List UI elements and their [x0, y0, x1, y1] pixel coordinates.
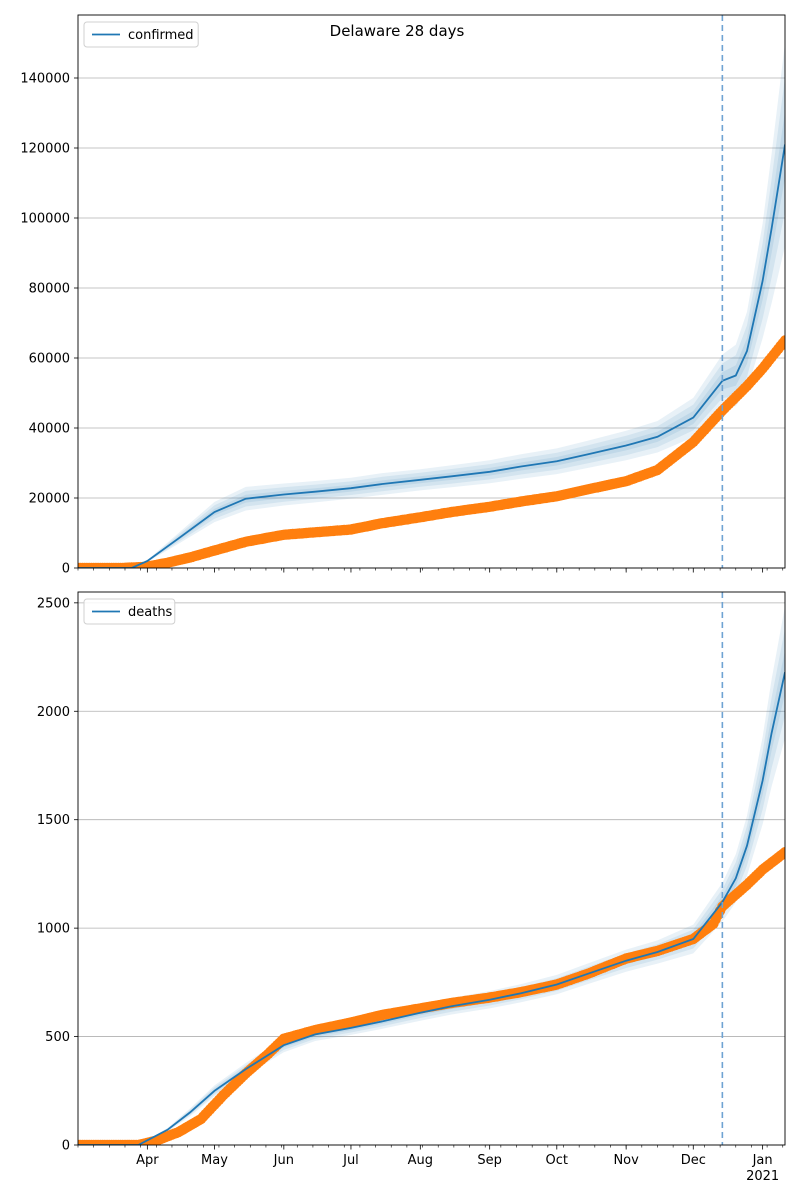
uncertainty-band [78, 650, 785, 1145]
figure-title: Delaware 28 days [330, 22, 465, 40]
y-tick-label: 1500 [37, 813, 70, 828]
legend: deaths [83, 598, 176, 625]
observed-point [779, 335, 785, 346]
uncertainty-band [78, 628, 785, 1145]
y-tick-label: 2000 [37, 705, 70, 720]
legend: confirmed [83, 21, 199, 48]
x-tick-label: Sep [477, 1153, 502, 1168]
y-tick-label: 2500 [37, 596, 70, 611]
x-year-label: 2021 [746, 1169, 779, 1184]
x-tick-label: Oct [546, 1153, 568, 1168]
y-tick-label: 1000 [37, 922, 70, 937]
legend-box [83, 21, 199, 48]
uncertainty-band [78, 77, 785, 568]
y-tick-label: 20000 [29, 492, 70, 507]
uncertainty-band [78, 42, 785, 568]
confirmed-panel: 0 20000 40000 60000 80000 100000 120000 140000 c… [20, 14, 786, 577]
legend-label: confirmed [128, 28, 194, 43]
x-tick-label: May [201, 1153, 228, 1168]
uncertainty-band [78, 606, 785, 1145]
x-tick-label: Apr [136, 1153, 159, 1168]
y-tick-label: 0 [62, 1139, 70, 1154]
axes-frame [77, 14, 786, 569]
y-tick-label: 500 [45, 1030, 70, 1045]
deaths-panel: 0 500 1000 1500 2000 2500 Apr May Jun Jul Aug Sep Oc… [37, 591, 786, 1184]
uncertainty-band [78, 111, 785, 568]
y-tick-label: 120000 [20, 142, 70, 157]
x-tick-label: Dec [681, 1153, 706, 1168]
axes-frame [77, 591, 786, 1146]
y-tick-label: 100000 [20, 212, 70, 227]
legend-box [83, 598, 176, 625]
y-tick-label: 0 [62, 562, 70, 577]
x-tick-label: Jun [273, 1153, 294, 1168]
legend-label: deaths [128, 605, 173, 620]
y-tick-label: 80000 [29, 282, 70, 297]
y-tick-label: 40000 [29, 422, 70, 437]
x-tick-label: Jan [752, 1153, 773, 1168]
y-tick-label: 140000 [20, 72, 70, 87]
y-tick-label: 60000 [29, 352, 70, 367]
model-line [78, 144, 785, 568]
x-tick-label: Aug [408, 1153, 433, 1168]
model-line [78, 672, 785, 1145]
x-tick-label: Jul [342, 1153, 359, 1168]
x-tick-label: Nov [613, 1153, 639, 1168]
observed-point [779, 847, 785, 858]
